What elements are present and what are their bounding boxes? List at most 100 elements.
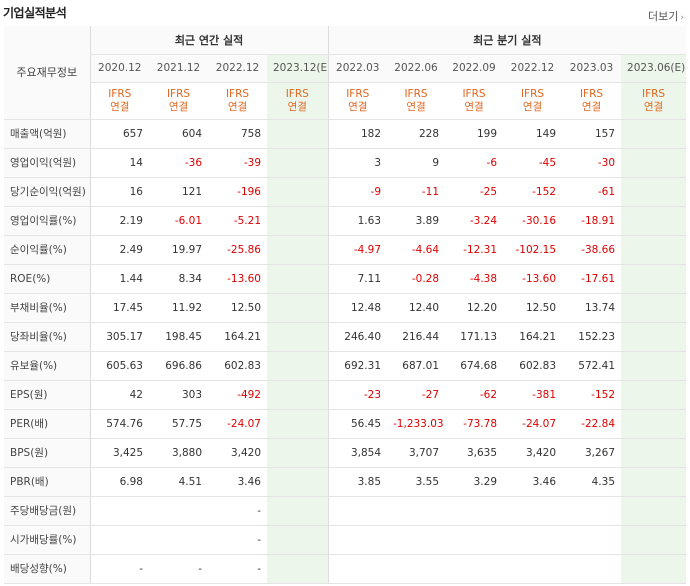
table-cell [445, 525, 504, 555]
period-header: 2022.03 [327, 54, 388, 83]
section-header: 기업실적분석 더보기 › [0, 0, 690, 24]
table-cell: 4.35 [562, 467, 622, 497]
basis-header: IFRS 연결 [208, 82, 267, 120]
quarter-group-header: 최근 분기 실적 [327, 26, 687, 55]
row-label: 배당성향(%) [4, 554, 90, 584]
table-cell: -152 [562, 379, 622, 410]
table-cell: 1.63 [327, 205, 388, 236]
table-cell [267, 205, 329, 236]
table-cell: 3,707 [387, 438, 446, 468]
basis-ifrs: IFRS [285, 87, 309, 100]
basis-ifrs: IFRS [346, 87, 370, 100]
more-link[interactable]: 더보기 › [648, 8, 684, 24]
period-header: 2021.12 [149, 54, 208, 83]
table-cell [267, 264, 329, 294]
table-cell [503, 554, 563, 584]
table-cell: 696.86 [149, 351, 208, 381]
table-cell: 3,420 [503, 438, 563, 468]
table-cell: 199 [445, 118, 504, 149]
table-cell [562, 525, 622, 555]
row-label: 당좌비율(%) [4, 322, 90, 352]
table-row: 영업이익(억원) 14 -36 -39 3 9 -6 -45 -30 [4, 148, 687, 178]
table-cell [562, 495, 622, 526]
table-cell: 692.31 [327, 351, 388, 381]
table-cell: 246.40 [327, 322, 388, 352]
table-row: 부채비율(%) 17.45 11.92 12.50 12.48 12.40 12.20 12.… [4, 292, 687, 323]
table-row: 배당성향(%) - - - [4, 554, 687, 584]
table-row: 영업이익률(%) 2.19 -6.01 -5.21 1.63 3.89 -3.24 -30.1… [4, 205, 687, 236]
table-cell [621, 525, 687, 555]
table-cell: -4.64 [387, 235, 446, 265]
row-label: 영업이익률(%) [4, 205, 90, 236]
basis-ifrs: IFRS [462, 87, 486, 100]
more-link-label: 더보기 [648, 10, 679, 23]
period-header: 2023.06(E) [621, 54, 687, 83]
table-cell: 1.44 [89, 264, 149, 294]
period-header: 2023.12(E) [267, 54, 329, 83]
basis-consolidated: 연결 [464, 100, 484, 113]
table-row: 매출액(억원) 657 604 758 182 228 199 149 157 [4, 118, 687, 149]
basis-header: IFRS 연결 [621, 82, 687, 120]
table-cell [621, 322, 687, 352]
table-cell: -9 [327, 177, 388, 207]
table-cell: 3.29 [445, 467, 504, 497]
table-cell: -13.60 [503, 264, 563, 294]
table-cell: -11 [387, 177, 446, 207]
table-cell: -102.15 [503, 235, 563, 265]
table-cell: 3,635 [445, 438, 504, 468]
table-cell: 305.17 [89, 322, 149, 352]
table-cell: 13.74 [562, 292, 622, 323]
table-cell: 171.13 [445, 322, 504, 352]
table-cell: 2.49 [89, 235, 149, 265]
table-cell: 602.83 [503, 351, 563, 381]
table-cell: 3.46 [503, 467, 563, 497]
table-cell: -17.61 [562, 264, 622, 294]
table-cell: 8.34 [149, 264, 208, 294]
basis-consolidated: 연결 [406, 100, 426, 113]
table-cell: -13.60 [208, 264, 267, 294]
table-cell [621, 438, 687, 468]
period-header: 2022.06 [387, 54, 446, 83]
table-cell: -24.07 [208, 409, 267, 439]
table-cell: 12.50 [503, 292, 563, 323]
basis-ifrs: IFRS [225, 87, 250, 100]
table-cell: 182 [327, 118, 388, 149]
basis-consolidated: 연결 [581, 100, 602, 113]
row-label: 당기순이익(억원) [4, 177, 90, 207]
table-cell [621, 351, 687, 381]
table-cell: 57.75 [149, 409, 208, 439]
table-cell [267, 292, 329, 323]
table-cell: -22.84 [562, 409, 622, 439]
table-row: 유보율(%) 605.63 696.86 602.83 692.31 687.01 674.… [4, 351, 687, 381]
row-label: PER(배) [4, 409, 90, 439]
table-cell: - [208, 554, 267, 584]
table-cell: -25 [445, 177, 504, 207]
row-label: ROE(%) [4, 264, 90, 294]
table-cell: 2.19 [89, 205, 149, 236]
table-cell: 657 [89, 118, 149, 149]
table-cell: -6 [445, 148, 504, 178]
table-cell [267, 118, 329, 149]
row-label: 매출액(억원) [4, 118, 90, 149]
table-row: BPS(원) 3,425 3,880 3,420 3,854 3,707 3,635 3,42… [4, 438, 687, 468]
table-row: 주당배당금(원) - [4, 495, 687, 526]
table-cell: 758 [208, 118, 267, 149]
basis-header: IFRS 연결 [89, 82, 149, 120]
table-cell [503, 525, 563, 555]
table-row: PBR(배) 6.98 4.51 3.46 3.85 3.55 3.29 3.46 4.35 [4, 467, 687, 497]
basis-consolidated: 연결 [348, 100, 368, 113]
table-cell: 11.92 [149, 292, 208, 323]
period-header: 2022.12 [208, 54, 267, 83]
table-row: PER(배) 574.76 57.75 -24.07 56.45 -1,233.03 -73… [4, 409, 687, 439]
table-cell: 149 [503, 118, 563, 149]
table-cell: 16 [89, 177, 149, 207]
row-label: BPS(원) [4, 438, 90, 468]
table-cell: 3.89 [387, 205, 446, 236]
table-cell: 687.01 [387, 351, 446, 381]
row-label: 주당배당금(원) [4, 495, 90, 526]
basis-ifrs: IFRS [108, 87, 132, 100]
basis-ifrs: IFRS [404, 87, 428, 100]
table-cell: 3.55 [387, 467, 446, 497]
table-cell: 3,854 [327, 438, 388, 468]
table-cell: 6.98 [89, 467, 149, 497]
